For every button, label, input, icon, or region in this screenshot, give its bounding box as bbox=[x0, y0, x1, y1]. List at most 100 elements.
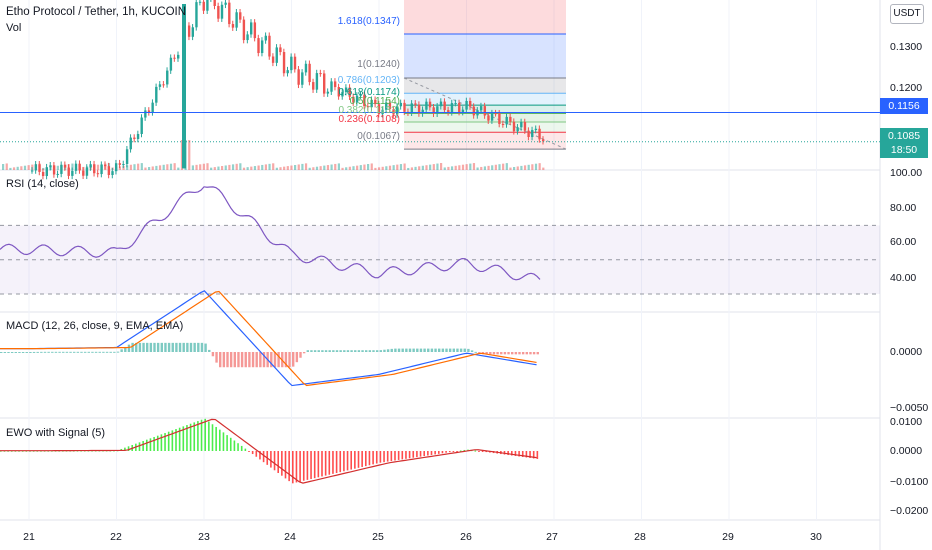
ewo-bar bbox=[346, 451, 349, 471]
candle-body bbox=[122, 164, 125, 166]
candle-body bbox=[275, 47, 278, 63]
spike-candle bbox=[182, 4, 186, 169]
ewo-bar bbox=[244, 448, 247, 451]
volume-bar bbox=[275, 167, 278, 170]
candle-body bbox=[213, 0, 216, 6]
macd-histogram-bar bbox=[76, 351, 80, 353]
candle-body bbox=[301, 72, 304, 85]
macd-histogram-bar bbox=[248, 352, 251, 368]
volume-bar bbox=[202, 163, 205, 170]
volume-bar bbox=[326, 165, 330, 170]
ewo-signal-line bbox=[0, 418, 537, 484]
candle-body bbox=[166, 70, 169, 85]
volume-bar bbox=[16, 166, 19, 170]
ewo-bar bbox=[222, 432, 225, 451]
currency-badge[interactable]: USDT bbox=[890, 4, 924, 24]
macd-histogram-bar bbox=[233, 352, 236, 368]
ewo-bar bbox=[350, 451, 352, 470]
candle-body bbox=[195, 2, 198, 28]
volume-bar bbox=[162, 164, 165, 170]
volume-bar bbox=[414, 166, 417, 170]
macd-histogram-bar bbox=[7, 352, 10, 353]
candle-body bbox=[534, 128, 538, 131]
macd-histogram-bar bbox=[109, 351, 112, 353]
candle-body bbox=[257, 38, 260, 54]
volume-bar bbox=[224, 165, 227, 170]
ewo-bar bbox=[328, 451, 331, 475]
ewo-bar bbox=[186, 425, 188, 451]
volume-bar bbox=[370, 163, 373, 170]
volume-bar bbox=[312, 167, 315, 170]
ewo-bar bbox=[416, 451, 418, 458]
candle-body bbox=[403, 102, 406, 112]
macd-histogram-bar bbox=[146, 342, 149, 352]
ewo-bar bbox=[448, 451, 451, 453]
macd-histogram-bar bbox=[240, 352, 244, 368]
ewo-title[interactable]: EWO with Signal (5) bbox=[6, 427, 106, 439]
candle-body bbox=[224, 2, 227, 5]
macd-histogram-bar bbox=[332, 350, 335, 352]
ewo-bar bbox=[255, 451, 258, 457]
macd-histogram-bar bbox=[102, 351, 105, 353]
vol-label[interactable]: Vol bbox=[6, 22, 22, 34]
candle-body bbox=[242, 19, 246, 41]
ewo-bar bbox=[215, 426, 217, 451]
ewo-bar bbox=[299, 451, 301, 482]
candle-body bbox=[428, 101, 432, 108]
candle-body bbox=[469, 100, 472, 107]
symbol-title[interactable]: Etho Protocol / Tether, 1h, KUCOIN bbox=[6, 6, 187, 18]
ewo-bar bbox=[394, 451, 396, 461]
candle-body bbox=[235, 12, 238, 28]
ewo-bar bbox=[521, 451, 524, 458]
candle-body bbox=[231, 24, 235, 28]
macd-histogram-bar bbox=[262, 352, 266, 368]
candle-body bbox=[501, 123, 505, 125]
ewo-bar bbox=[248, 451, 250, 452]
macd-histogram-bar bbox=[357, 350, 361, 352]
ewo-bar bbox=[335, 451, 338, 473]
fib-zone bbox=[404, 34, 566, 78]
macd-histogram-bar bbox=[91, 351, 94, 353]
volume-bar bbox=[315, 166, 319, 170]
macd-histogram-bar bbox=[434, 348, 437, 352]
macd-histogram-bar bbox=[302, 352, 306, 354]
candle-body bbox=[308, 63, 311, 83]
volume-bar bbox=[96, 164, 100, 170]
macd-histogram-bar bbox=[511, 352, 514, 355]
fib-zone bbox=[404, 78, 566, 94]
macd-title[interactable]: MACD (12, 26, close, 9, EMA, EMA) bbox=[6, 320, 184, 332]
ewo-bar bbox=[204, 418, 206, 451]
volume-bar bbox=[235, 163, 238, 170]
fib-label-0618: 0.618(0.1174) bbox=[338, 87, 400, 98]
macd-histogram-bar bbox=[532, 352, 536, 355]
ewo-bar bbox=[262, 451, 265, 463]
candle-body bbox=[483, 106, 486, 116]
volume-bar bbox=[217, 166, 220, 170]
candle-body bbox=[136, 133, 140, 139]
ewo-bar bbox=[292, 451, 294, 484]
ewo-bar bbox=[251, 451, 254, 455]
candle-body bbox=[217, 5, 220, 19]
candle-body bbox=[151, 102, 154, 113]
ewo-bar bbox=[434, 451, 436, 455]
macd-histogram-bar bbox=[306, 350, 309, 352]
volume-bar bbox=[221, 166, 224, 170]
macd-histogram-bar bbox=[514, 352, 518, 355]
ewo-bar bbox=[211, 424, 214, 451]
candle-body bbox=[352, 96, 355, 103]
volume-bar bbox=[261, 164, 264, 170]
ewo-bar bbox=[452, 451, 455, 452]
candle-body bbox=[41, 171, 45, 177]
ewo-bar bbox=[284, 451, 287, 479]
macd-histogram-bar bbox=[507, 352, 510, 355]
macd-histogram-bar bbox=[394, 348, 397, 352]
rsi-title[interactable]: RSI (14, close) bbox=[6, 178, 79, 190]
candle-body bbox=[454, 102, 457, 104]
ewo-bar bbox=[142, 440, 144, 451]
x-tick: 21 bbox=[23, 531, 35, 543]
candle-body bbox=[374, 99, 377, 105]
volume-bar bbox=[118, 166, 121, 170]
ewo-bar bbox=[532, 451, 535, 459]
ewo-tick: 0.0100 bbox=[890, 416, 923, 428]
